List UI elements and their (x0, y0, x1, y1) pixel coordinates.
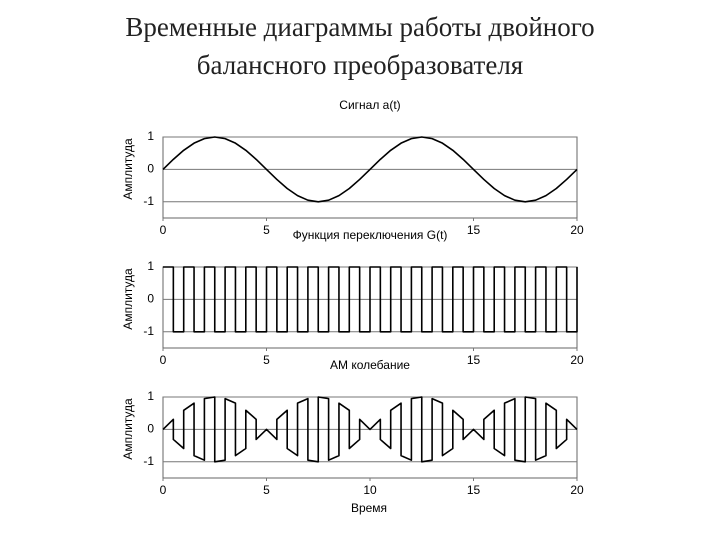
y-tick-label: -1 (143, 324, 154, 338)
x-tick-label: 0 (160, 483, 167, 497)
y-tick-label: 0 (147, 162, 154, 176)
x-tick-label: 5 (263, 353, 270, 367)
y-tick-label: 0 (147, 292, 154, 306)
x-tick-label: 20 (570, 483, 584, 497)
signal-line (163, 266, 578, 333)
x-tick-label: 20 (570, 223, 584, 237)
x-tick-label: 20 (570, 353, 584, 367)
y-axis-label: Амплитуда (121, 268, 135, 330)
x-tick-label: 15 (467, 483, 481, 497)
plot-frame (162, 136, 578, 219)
chart-title: АМ колебание (330, 358, 410, 372)
y-tick-label: 1 (147, 129, 154, 143)
y-axis-label: Амплитуда (121, 398, 135, 460)
x-tick-label: 15 (467, 223, 481, 237)
x-axis-label: Время (351, 501, 387, 515)
y-tick-label: -1 (143, 194, 154, 208)
slide-title: Временные диаграммы работы двойного (125, 12, 594, 42)
x-tick-label: 5 (263, 483, 270, 497)
y-tick-label: 1 (147, 389, 154, 403)
y-tick-label: 0 (147, 422, 154, 436)
y-tick-label: -1 (143, 454, 154, 468)
x-tick-label: 5 (263, 223, 270, 237)
x-tick-label: 0 (160, 353, 167, 367)
signal-line (162, 396, 578, 463)
signal-line (162, 136, 578, 203)
x-tick-label: 0 (160, 223, 167, 237)
x-tick-label: 10 (363, 483, 377, 497)
x-tick-label: 15 (467, 353, 481, 367)
slide-title: балансного преобразователя (197, 50, 523, 80)
chart-title: Сигнал a(t) (339, 98, 400, 112)
y-tick-label: 1 (147, 259, 154, 273)
y-axis-label: Амплитуда (121, 138, 135, 200)
chart-title: Функция переключения G(t) (293, 228, 448, 242)
